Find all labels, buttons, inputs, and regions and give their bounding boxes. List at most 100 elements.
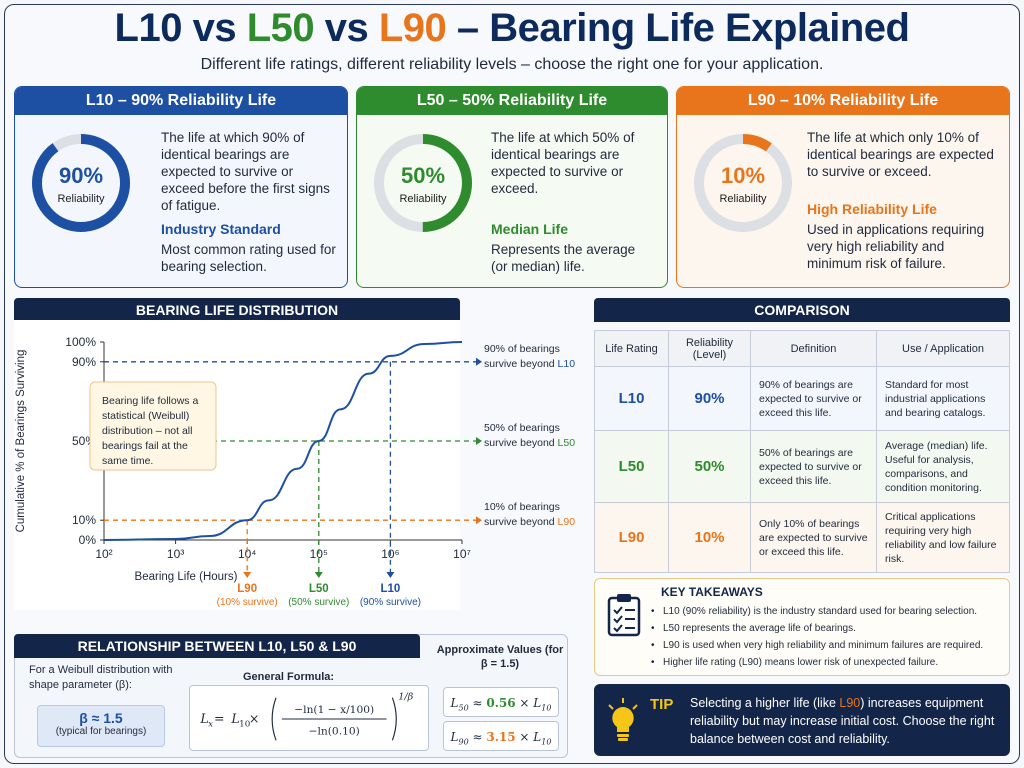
reference-label: 50% of bearings: [484, 422, 560, 434]
arrow-icon: [476, 357, 482, 366]
title-l50: L50: [246, 6, 315, 50]
arrow-icon: [243, 572, 252, 578]
lightbulb-icon: [608, 698, 638, 741]
survival-curve: [103, 341, 463, 541]
tip-box: TIP Selecting a higher life (like L90) i…: [594, 684, 1010, 756]
eq-lhs: L: [450, 696, 459, 710]
y-tick-label: 0%: [79, 533, 97, 547]
eq-lhs-sub: 90: [458, 737, 469, 747]
reference-label: survive beyond L10: [484, 358, 575, 370]
eq-approx: ≈: [468, 696, 487, 710]
ring-fill: [374, 134, 472, 232]
row-use: Critical applications requiring very hig…: [876, 502, 1010, 573]
eq-rhs-sub: 10: [541, 703, 552, 713]
ring-fill: [32, 134, 130, 232]
col-header: Reliability (Level): [668, 330, 751, 367]
eq-lhs: L: [450, 730, 459, 744]
beta-value: β ≈ 1.5: [79, 710, 123, 726]
reliability-ring: [32, 134, 130, 232]
chart-background: [14, 320, 460, 610]
eq-times: ×: [515, 696, 534, 710]
card-subdescription: Represents the average (or median) life.: [491, 242, 636, 274]
row-definition: 50% of bearings are expected to survive …: [750, 430, 877, 503]
reference-label: 10% of bearings: [484, 501, 560, 513]
card-description: The life at which 50% of identical beari…: [491, 130, 635, 196]
list-item: L10 (90% reliability) is the industry st…: [651, 603, 1001, 620]
formula-eq: =: [214, 711, 225, 726]
x-tick-label: 10²: [95, 547, 112, 561]
eq-rhs: L: [533, 730, 542, 744]
card-subheading: Industry Standard: [161, 221, 281, 237]
page-title: L10 vs L50 vs L90 – Bearing Life Explain…: [0, 6, 1024, 51]
reference-ref: L10: [558, 358, 576, 370]
tip-text-part: Selecting a higher life (like: [690, 696, 840, 710]
title-vs-2: vs: [314, 6, 379, 50]
marker-label: L50: [309, 583, 329, 595]
formula-numerator: −ln(1 − x/100): [294, 703, 374, 716]
reliability-ring: [694, 134, 792, 232]
reference-label: survive beyond L90: [484, 516, 575, 528]
card-header: L50 – 50% Reliability Life: [357, 87, 667, 115]
takeaways-list: L10 (90% reliability) is the industry st…: [651, 603, 1001, 671]
marker-sublabel: (50% survive): [288, 597, 349, 608]
annotation-box: [89, 381, 217, 471]
formula-l10: L: [230, 711, 239, 726]
title-rest: – Bearing Life Explained: [446, 6, 910, 50]
marker-sublabel: (90% survive): [360, 597, 421, 608]
card-subheading: High Reliability Life: [807, 201, 937, 217]
ring-fill: [694, 134, 792, 232]
row-use: Standard for most industrial application…: [876, 366, 1010, 431]
ring-label: Reliability: [719, 193, 767, 205]
row-reliability: 10%: [668, 502, 751, 573]
beta-note: (typical for bearings): [55, 726, 147, 737]
annotation-text: Bearing life follows a statistical (Weibu…: [102, 395, 198, 467]
general-formula: L x = L 10 × −ln(1 − x/100) −ln(0.10) 1/…: [189, 685, 429, 751]
y-tick-label: 100%: [65, 335, 96, 349]
formula-l10-sub: 10: [239, 720, 250, 730]
approx-title: Approximate Values (for β = 1.5): [436, 644, 564, 670]
reference-ref: L50: [558, 437, 576, 449]
eq-lhs-sub: 50: [458, 703, 469, 713]
list-item: L50 represents the average life of beari…: [651, 620, 1001, 637]
eq-rhs-sub: 10: [541, 737, 552, 747]
x-tick-label: 10³: [167, 547, 184, 561]
approx-l50: L50 ≈ 0.56 × L10: [443, 687, 559, 717]
ring-percent: 10%: [720, 163, 766, 188]
row-rating: L50: [594, 430, 669, 503]
card-header: L90 – 10% Reliability Life: [677, 87, 1009, 115]
marker-label: L10: [380, 583, 400, 595]
card-subdescription: Most common rating used for bearing sele…: [161, 242, 336, 274]
title-vs-1: vs: [181, 6, 247, 50]
marker-label: L90: [237, 583, 257, 595]
life-distribution-chart: 0%10%50%90%100%10² 10³ 10⁴ 10⁵ 10⁶ 10⁷Bearing…: [14, 320, 575, 610]
arrow-icon: [476, 516, 482, 525]
row-rating: L90: [594, 502, 669, 573]
eq-times: ×: [515, 730, 534, 744]
table-row: L90 10% Only 10% of bearings are expecte…: [594, 502, 1010, 573]
reference-ref: L90: [558, 516, 576, 528]
title-l90: L90: [378, 6, 447, 50]
arrow-icon: [386, 572, 395, 578]
card-description: The life at which only 10% of identical …: [807, 130, 994, 179]
eq-rhs: L: [533, 696, 542, 710]
eq-factor: 0.56: [486, 696, 516, 710]
arrow-icon: [314, 572, 323, 578]
title-l10: L10: [114, 6, 183, 50]
ring-label: Reliability: [57, 193, 105, 205]
table-header-row: Life Rating Reliability (Level) Definiti…: [594, 330, 1010, 367]
row-use: Average (median) life. Useful for analys…: [876, 430, 1010, 503]
col-header: Definition: [750, 330, 877, 367]
y-tick-label: 10%: [72, 513, 96, 527]
takeaways-title: KEY TAKEAWAYS: [661, 585, 763, 599]
formula-label: General Formula:: [243, 671, 335, 683]
x-tick-label: 10⁷: [453, 547, 471, 561]
tip-label: TIP: [650, 696, 674, 713]
chart-title: BEARING LIFE DISTRIBUTION: [14, 298, 460, 322]
card-subdescription: Used in applications requiring very high…: [807, 222, 985, 271]
card-l50: L50 – 50% Reliability Life 50% Reliabili…: [356, 86, 668, 288]
tip-text-part: ) increases equipment reliability but ma…: [690, 696, 995, 746]
y-axis-label: Cumulative % of Bearings Surviving: [15, 350, 27, 533]
relationship-title: RELATIONSHIP BETWEEN L10, L50 & L90: [14, 634, 420, 658]
reference-label: survive beyond L50: [484, 437, 575, 449]
x-axis-label: Bearing Life (Hours): [135, 571, 238, 583]
